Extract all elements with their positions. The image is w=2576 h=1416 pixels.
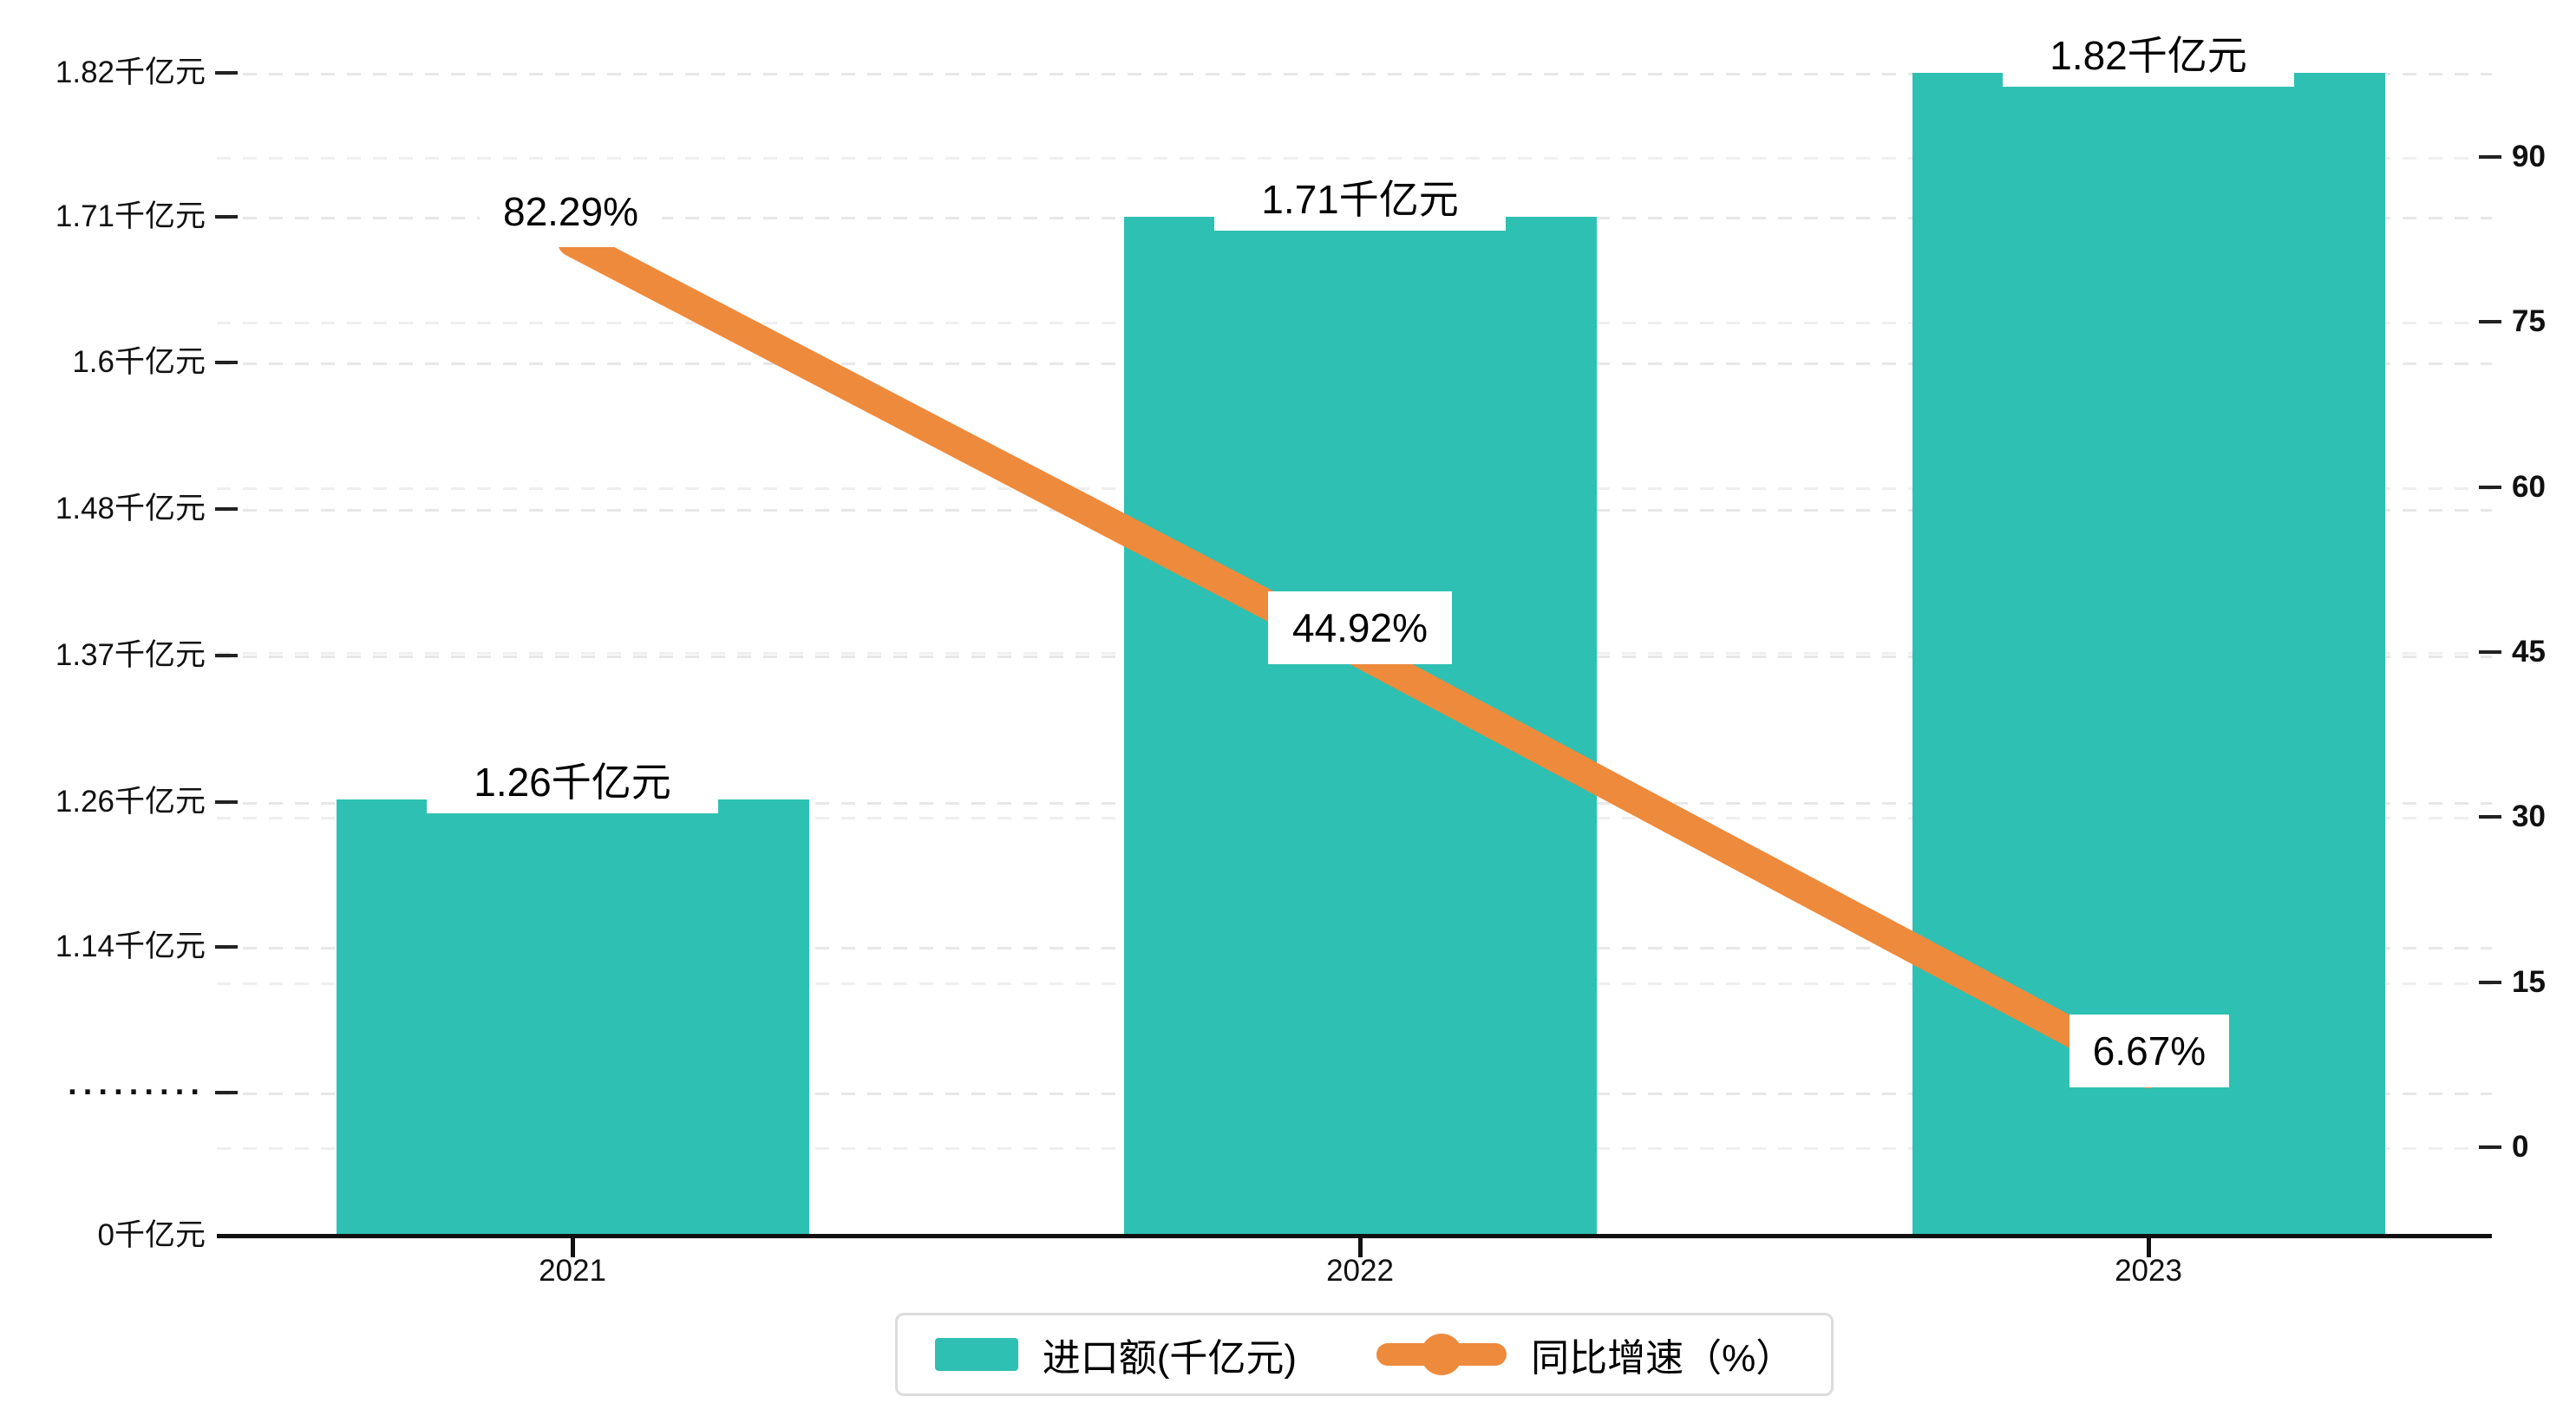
x-tick-mark <box>571 1238 575 1257</box>
y-left-tick-mark <box>215 215 238 219</box>
y-left-tick-label: 1.48千亿元 <box>55 492 206 525</box>
y-right-tick-label: 45 <box>2512 635 2546 669</box>
y-left-tick-label: 1.71千亿元 <box>55 199 206 233</box>
y-right-tick-mark <box>2479 815 2501 819</box>
y-right-tick-mark <box>2479 486 2501 489</box>
x-tick-label-2023: 2023 <box>2115 1254 2182 1288</box>
y-right-tick-label: 75 <box>2512 304 2546 338</box>
y-left-tick-mark <box>215 71 238 75</box>
line-value-label-2021: 82.29% <box>480 176 662 247</box>
y-left-tick-label: 1.14千亿元 <box>55 930 206 963</box>
bar-value-label-2023: 1.82千亿元 <box>2003 19 2294 87</box>
y-left-tick-mark <box>215 945 238 949</box>
legend-item-growth[interactable]: 同比增速（%） <box>1297 1327 1794 1382</box>
y-right-tick-label: 15 <box>2512 965 2546 999</box>
y-right-tick-label: 60 <box>2512 470 2546 504</box>
y-right-tick-mark <box>2479 320 2501 323</box>
bar-2021[interactable] <box>337 799 809 1236</box>
x-tick-mark <box>2147 1238 2151 1257</box>
line-value-label-2022: 44.92% <box>1268 591 1452 664</box>
y-right-tick-label: 0 <box>2512 1130 2529 1164</box>
y-right-tick-mark <box>2479 650 2501 654</box>
legend-bar-swatch-icon <box>934 1338 1018 1371</box>
y-left-tick-label: 1.26千亿元 <box>55 785 206 819</box>
y-left-tick-mark <box>215 361 238 364</box>
y-left-tick-label: 1.6千亿元 <box>72 345 206 379</box>
y-right-tick-label: 30 <box>2512 799 2546 833</box>
y-left-tick-label: 1.82千亿元 <box>55 55 206 89</box>
y-right-tick-mark <box>2479 981 2501 984</box>
bar-value-label-2022: 1.71千亿元 <box>1214 163 1506 231</box>
x-tick-label-2022: 2022 <box>1326 1254 1394 1288</box>
legend: 进口额(千亿元) 同比增速（%） <box>895 1313 1834 1396</box>
gridline <box>217 157 2492 160</box>
legend-item-import[interactable]: 进口额(千亿元) <box>934 1327 1298 1382</box>
y-left-tick-mark <box>215 1091 238 1094</box>
y-right-tick-mark <box>2479 1145 2501 1149</box>
legend-line-dot-icon <box>1376 1334 1507 1375</box>
y-right-tick-mark <box>2479 155 2501 159</box>
bar-value-label-2021: 1.26千亿元 <box>427 746 718 813</box>
y-left-tick-mark <box>215 800 238 804</box>
y-left-tick-label: 0千亿元 <box>97 1218 206 1252</box>
gridline <box>217 73 2492 75</box>
y-left-tick-mark <box>215 507 238 511</box>
y-left-tick-mark <box>215 654 238 657</box>
y-left-axis-break-label: ········· <box>68 1074 206 1111</box>
y-right-tick-label: 90 <box>2512 140 2546 173</box>
x-tick-mark <box>1358 1238 1363 1257</box>
legend-label-growth: 同比增速（%） <box>1531 1337 1795 1380</box>
y-left-tick-label: 1.37千亿元 <box>55 638 206 672</box>
legend-label-import: 进口额(千亿元) <box>1042 1337 1298 1380</box>
x-axis-line <box>217 1234 2492 1238</box>
line-value-label-2023: 6.67% <box>2069 1015 2229 1087</box>
x-tick-label-2021: 2021 <box>539 1254 606 1288</box>
